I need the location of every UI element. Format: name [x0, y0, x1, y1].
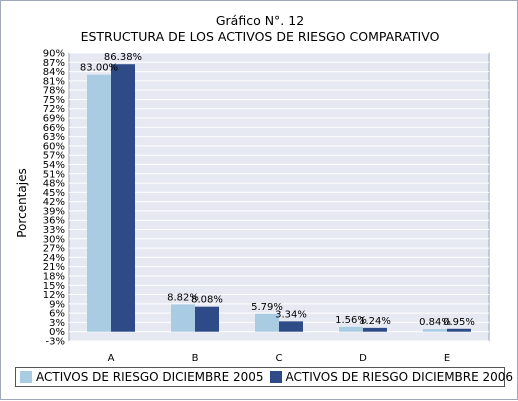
data-label: 1.56%: [335, 315, 367, 326]
legend-item-2006: ACTIVOS DE RIESGO DICIEMBRE 2006: [269, 370, 514, 384]
y-tick-label: 78%: [43, 86, 65, 97]
x-tick-label: D: [359, 353, 367, 364]
data-label: 83.00%: [80, 63, 118, 74]
x-tick-label: E: [444, 353, 450, 364]
data-label: 86.38%: [104, 52, 142, 63]
y-tick-label: 9%: [49, 299, 65, 310]
y-tick-label: 75%: [43, 95, 65, 106]
y-tick-label: 63%: [43, 132, 65, 143]
legend-swatch-2006: [269, 371, 282, 383]
x-tick-label: B: [192, 353, 199, 364]
data-label: 3.34%: [275, 309, 307, 320]
y-tick-label: 6%: [49, 309, 65, 320]
y-axis-label: Porcentajes: [15, 168, 29, 237]
y-tick-label: 87%: [43, 58, 65, 69]
legend-item-2005: ACTIVOS DE RIESGO DICIEMBRE 2005: [20, 370, 264, 384]
y-axis-ticks: -3%0%3%6%9%12%15%18%21%24%27%30%33%36%39…: [43, 49, 65, 348]
legend: ACTIVOS DE RIESGO DICIEMBRE 2005 ACTIVOS…: [15, 367, 513, 387]
y-tick-label: 90%: [43, 49, 65, 60]
bars: [87, 64, 471, 332]
bar: [195, 306, 219, 332]
y-tick-label: 18%: [43, 271, 65, 282]
y-tick-label: 24%: [43, 253, 65, 264]
y-tick-label: 66%: [43, 123, 65, 134]
bar: [111, 64, 135, 332]
legend-label-2006: ACTIVOS DE RIESGO DICIEMBRE 2006: [285, 370, 514, 384]
data-label: 0.95%: [443, 317, 475, 328]
y-tick-label: 0%: [49, 327, 65, 338]
bar: [339, 326, 363, 332]
data-label: 5.79%: [251, 302, 283, 313]
y-tick-label: 15%: [43, 281, 65, 292]
y-tick-label: 12%: [43, 290, 65, 301]
y-tick-label: 48%: [43, 179, 65, 190]
y-tick-label: 57%: [43, 151, 65, 162]
x-axis-ticks: A B C D E: [108, 353, 451, 364]
bar: [171, 304, 195, 332]
y-tick-label: 84%: [43, 67, 65, 78]
chart-subtitle: ESTRUCTURA DE LOS ACTIVOS DE RIESGO COMP…: [80, 29, 440, 44]
y-tick-label: -3%: [46, 337, 65, 348]
y-tick-label: 51%: [43, 169, 65, 180]
y-tick-label: 69%: [43, 114, 65, 125]
y-tick-label: 42%: [43, 197, 65, 208]
data-label: 0.84%: [419, 317, 451, 328]
y-tick-label: 27%: [43, 244, 65, 255]
chart-title: Gráfico N°. 12: [215, 13, 305, 28]
bar: [279, 321, 303, 332]
legend-swatch-2005: [20, 371, 32, 383]
data-label: 8.82%: [167, 292, 199, 303]
data-label: 8.08%: [191, 295, 223, 306]
y-tick-label: 3%: [49, 318, 65, 329]
bar: [255, 313, 279, 332]
y-tick-label: 30%: [43, 234, 65, 245]
y-tick-label: 45%: [43, 188, 65, 199]
legend-label-2005: ACTIVOS DE RIESGO DICIEMBRE 2005: [36, 370, 264, 384]
y-tick-label: 60%: [43, 141, 65, 152]
bar: [363, 327, 387, 332]
y-tick-label: 81%: [43, 76, 65, 87]
y-tick-label: 54%: [43, 160, 65, 171]
gridlines: [69, 52, 489, 342]
data-labels: 83.00%86.38% 8.82%8.08% 5.79%3.34% 1.56%1.2…: [80, 52, 475, 328]
y-tick-label: 36%: [43, 216, 65, 227]
y-tick-label: 39%: [43, 206, 65, 217]
bar: [87, 74, 111, 332]
y-tick-label: 21%: [43, 262, 65, 273]
plot-area: [68, 52, 490, 342]
bar: [423, 329, 447, 332]
y-tick-label: 33%: [43, 225, 65, 236]
bar: [447, 328, 471, 332]
y-tick-label: 72%: [43, 104, 65, 115]
x-tick-label: C: [276, 353, 283, 364]
x-tick-label: A: [108, 353, 115, 364]
data-label: 1.24%: [359, 316, 391, 327]
